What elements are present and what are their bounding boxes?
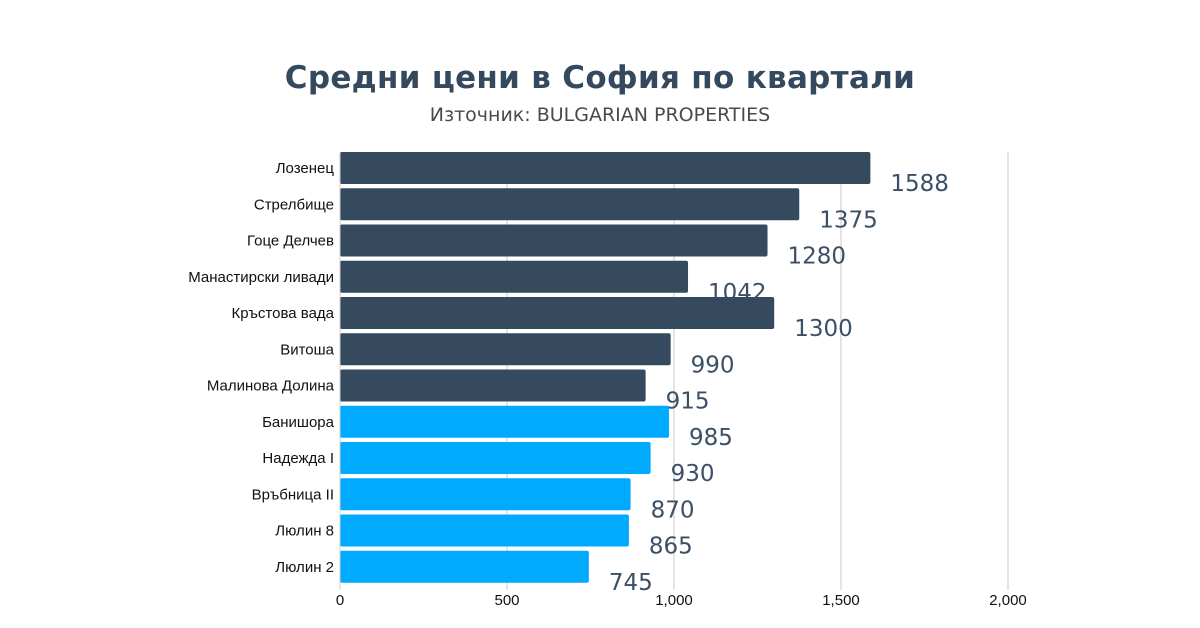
data-label: 930 bbox=[671, 461, 715, 487]
bar bbox=[340, 333, 671, 366]
bar bbox=[340, 260, 689, 293]
category-label: Гоце Делчев bbox=[247, 233, 334, 250]
bar bbox=[340, 369, 646, 402]
x-tick-label: 0 bbox=[336, 592, 344, 609]
data-label: 1375 bbox=[819, 207, 878, 233]
category-label: Лозенец bbox=[276, 160, 335, 177]
data-label: 915 bbox=[666, 389, 710, 415]
category-label: Малинова Долина bbox=[207, 378, 335, 395]
category-label: Люлин 8 bbox=[275, 523, 334, 540]
category-label: Кръстова вада bbox=[231, 305, 334, 322]
chart-title: Средни цени в София по квартали bbox=[284, 60, 916, 96]
data-label: 1280 bbox=[788, 244, 847, 270]
data-label: 745 bbox=[609, 570, 653, 596]
category-label: Витоша bbox=[280, 341, 334, 358]
bar bbox=[340, 514, 629, 547]
x-tick-label: 1,500 bbox=[822, 592, 860, 609]
data-label: 865 bbox=[649, 534, 693, 560]
data-label: 1588 bbox=[890, 171, 949, 197]
bar bbox=[340, 405, 669, 438]
bar bbox=[340, 297, 775, 329]
bar bbox=[340, 478, 631, 511]
category-label: Люлин 2 bbox=[275, 559, 334, 576]
bar bbox=[340, 224, 768, 257]
category-label: Банишора bbox=[262, 414, 335, 431]
chart-subtitle: Източник: BULGARIAN PROPERTIES bbox=[429, 104, 771, 126]
category-label: Стрелбище bbox=[254, 196, 334, 213]
category-label: Връбница II bbox=[252, 486, 334, 503]
bar bbox=[340, 442, 651, 474]
bar bbox=[340, 188, 800, 221]
x-tick-label: 1,000 bbox=[655, 592, 693, 609]
data-label: 990 bbox=[691, 352, 735, 378]
x-tick-label: 2,000 bbox=[989, 592, 1027, 609]
data-label: 870 bbox=[651, 497, 695, 523]
x-tick-label: 500 bbox=[494, 592, 519, 609]
category-label: Надежда I bbox=[262, 450, 334, 467]
category-label: Манастирски ливади bbox=[188, 269, 334, 286]
data-label: 985 bbox=[689, 425, 733, 451]
bar bbox=[340, 550, 589, 583]
data-label: 1300 bbox=[794, 316, 853, 342]
bar bbox=[340, 152, 871, 184]
